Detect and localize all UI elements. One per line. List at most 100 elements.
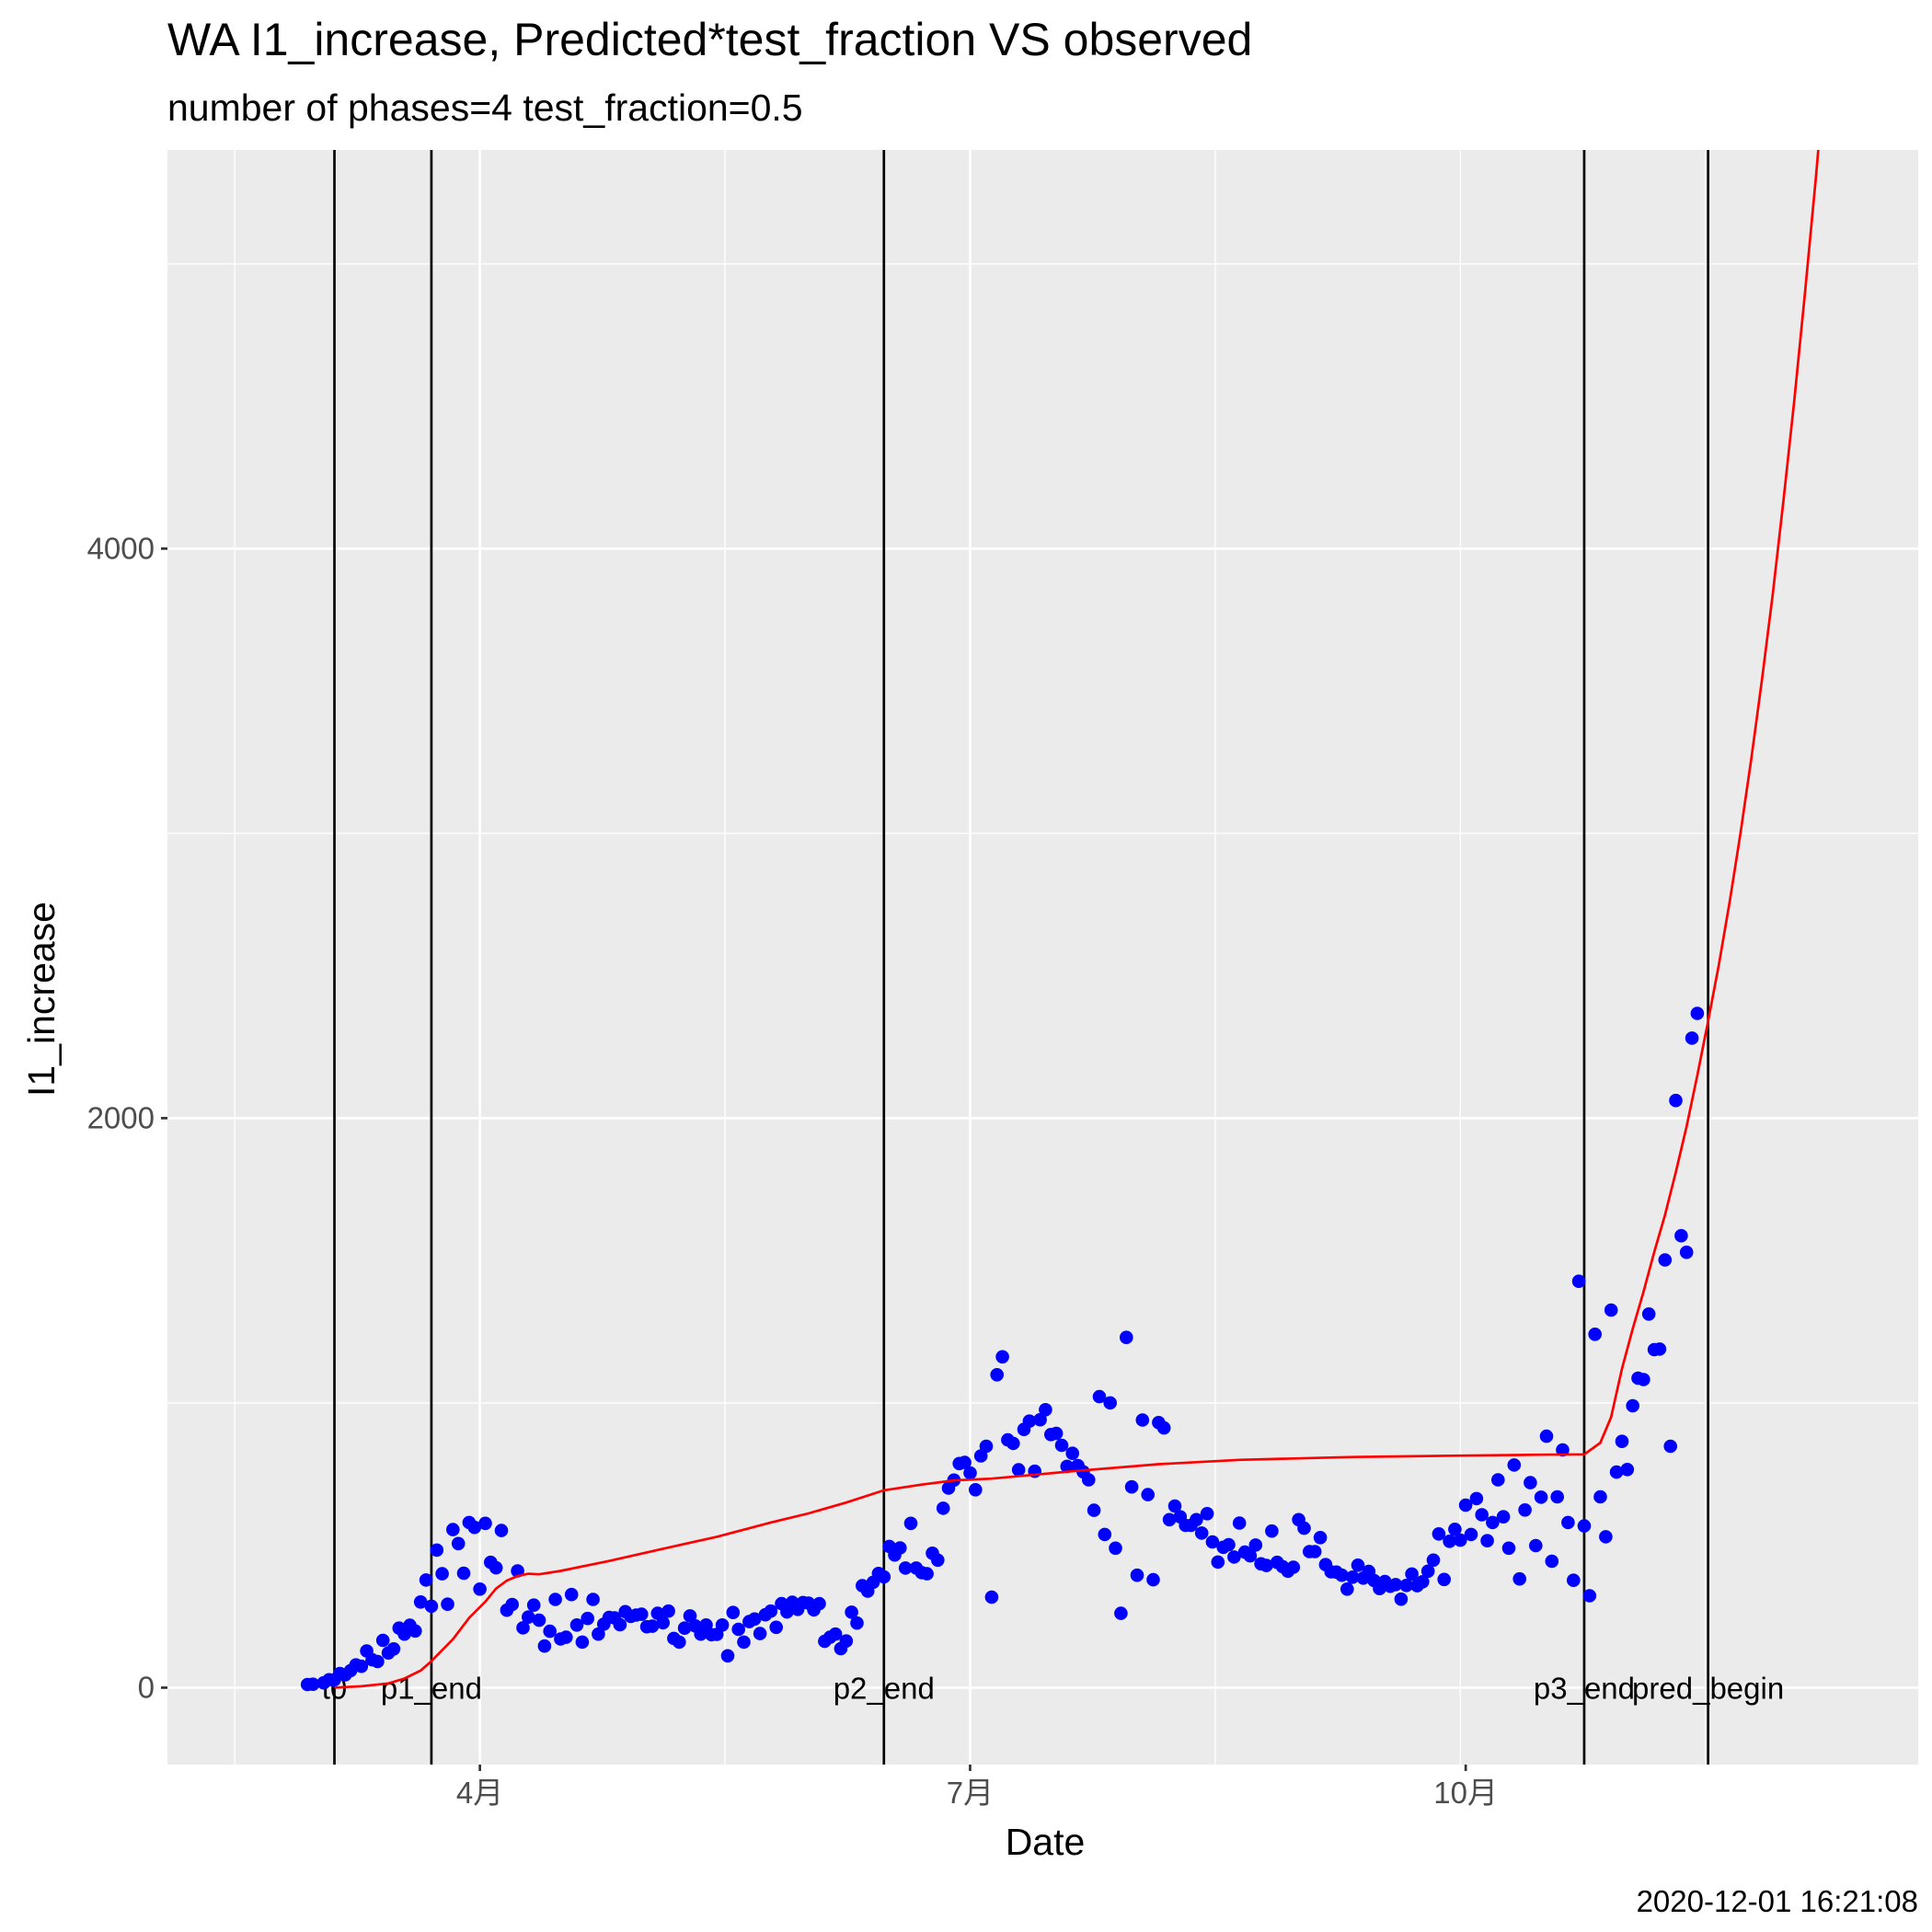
observed-point (386, 1642, 401, 1656)
observed-point (1420, 1564, 1435, 1579)
x-tick-label: 10月 (1433, 1776, 1498, 1810)
observed-point (1006, 1436, 1020, 1451)
observed-point (430, 1543, 444, 1558)
observed-point (1060, 1459, 1075, 1474)
observed-point (1082, 1473, 1096, 1487)
observed-point (720, 1649, 735, 1663)
observed-point (893, 1541, 907, 1555)
observed-point (645, 1619, 660, 1633)
observed-point (850, 1616, 864, 1630)
observed-point (1571, 1274, 1586, 1288)
observed-point (979, 1439, 994, 1454)
observed-point (1141, 1488, 1155, 1501)
observed-point (931, 1553, 945, 1568)
observed-point (1039, 1403, 1052, 1417)
observed-point (473, 1582, 487, 1596)
observed-point (1609, 1465, 1624, 1479)
observed-point (1464, 1527, 1478, 1542)
observed-point (673, 1635, 686, 1650)
observed-point (1588, 1328, 1602, 1341)
observed-point (1135, 1413, 1150, 1427)
plot-panel (167, 150, 1918, 1765)
observed-point (419, 1573, 433, 1587)
observed-point (1065, 1446, 1079, 1460)
observed-point (1599, 1530, 1613, 1544)
observed-point (936, 1501, 950, 1515)
observed-point (569, 1618, 584, 1632)
observed-point (1194, 1526, 1209, 1540)
observed-point (424, 1599, 439, 1614)
observed-point (526, 1598, 541, 1612)
observed-point (1491, 1473, 1505, 1487)
observed-point (1033, 1412, 1047, 1427)
observed-point (1243, 1548, 1258, 1563)
observed-point (828, 1627, 843, 1641)
observed-point (1399, 1579, 1413, 1593)
observed-point (1480, 1534, 1494, 1547)
phase-label-p2_end: p2_end (834, 1671, 935, 1705)
observed-point (1437, 1572, 1451, 1587)
observed-point (1205, 1535, 1220, 1549)
observed-point (548, 1593, 562, 1606)
observed-point (1313, 1531, 1328, 1545)
observed-point (839, 1634, 854, 1648)
observed-point (1022, 1414, 1037, 1428)
observed-point (305, 1677, 320, 1691)
observed-point (1054, 1438, 1069, 1453)
observed-point (1394, 1592, 1409, 1606)
observed-point (769, 1620, 783, 1635)
observed-point (1658, 1253, 1673, 1267)
observed-point (516, 1621, 530, 1635)
observed-point (903, 1516, 918, 1531)
observed-point (1529, 1538, 1543, 1553)
observed-point (586, 1593, 600, 1606)
observed-point (1200, 1507, 1214, 1521)
observed-point (661, 1604, 675, 1618)
observed-point (1416, 1575, 1430, 1589)
observed-point (456, 1566, 471, 1581)
observed-point (699, 1618, 713, 1632)
observed-point (1345, 1570, 1360, 1584)
observed-point (1641, 1307, 1656, 1321)
observed-point (1604, 1303, 1618, 1317)
observed-point (1340, 1582, 1354, 1596)
observed-point (1469, 1491, 1484, 1506)
phase-label-p1_end: p1_end (381, 1671, 482, 1705)
observed-point (1685, 1031, 1699, 1045)
observed-point (1577, 1519, 1592, 1533)
axis-ticks: 0 2000 4000 4月 7月 10月 (87, 531, 1498, 1810)
observed-point (1011, 1463, 1026, 1477)
observed-point (1458, 1498, 1473, 1512)
observed-point (753, 1627, 767, 1640)
y-tick-label: 2000 (87, 1100, 155, 1134)
observed-point (731, 1622, 745, 1637)
observed-point (1120, 1330, 1133, 1344)
observed-point (489, 1560, 503, 1575)
observed-point (747, 1612, 762, 1627)
observed-point (1124, 1479, 1139, 1494)
observed-point (1092, 1389, 1107, 1404)
observed-point (1286, 1560, 1301, 1574)
observed-point (1690, 1006, 1705, 1020)
observed-point (898, 1561, 913, 1575)
observed-point (1561, 1515, 1575, 1530)
gridlines (167, 150, 1918, 1765)
observed-point (1582, 1589, 1597, 1603)
observed-point (726, 1605, 741, 1619)
observed-point (1663, 1439, 1677, 1454)
observed-point (408, 1624, 422, 1639)
observed-point (478, 1516, 492, 1531)
observed-point (564, 1587, 579, 1602)
y-tick-label: 0 (138, 1670, 155, 1704)
observed-point (1426, 1553, 1441, 1568)
observed-point (715, 1618, 730, 1632)
observed-point (613, 1617, 627, 1632)
observed-point (354, 1659, 369, 1673)
chart-title: WA I1_increase, Predicted*test_fraction … (167, 14, 1252, 65)
observed-point (1674, 1228, 1688, 1243)
observed-point (1432, 1527, 1446, 1541)
observed-point (1156, 1420, 1171, 1435)
observed-point (1049, 1426, 1064, 1441)
observed-point (451, 1536, 466, 1551)
observed-point (1545, 1554, 1559, 1569)
